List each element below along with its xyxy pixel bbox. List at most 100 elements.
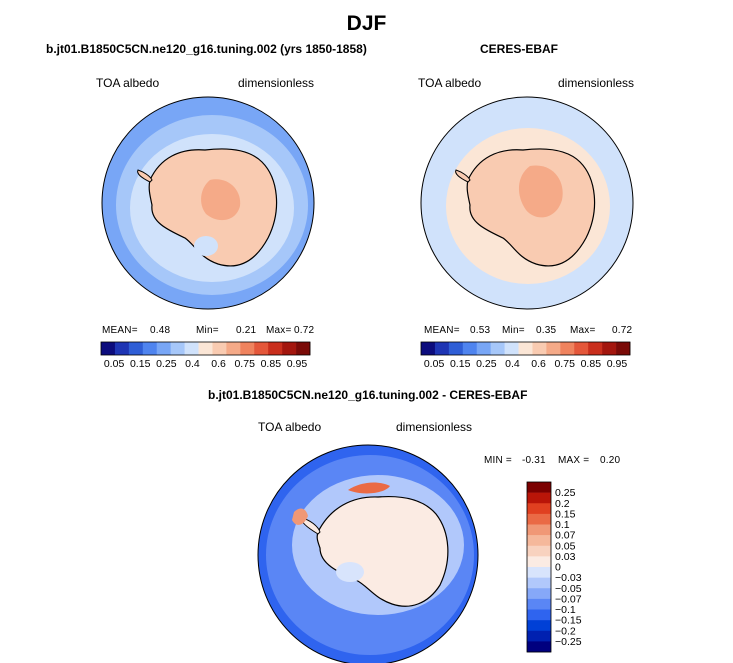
colorbar-frame bbox=[526, 481, 552, 653]
positive-anomaly-2 bbox=[292, 508, 308, 525]
ice-shelf bbox=[336, 562, 364, 582]
panel3-units-label: dimensionless bbox=[396, 420, 473, 434]
panel3-colorbar: 0.250.20.150.10.070.050.030−0.03−0.05−0.… bbox=[526, 481, 582, 653]
colorbar-tick-label: 0.4 bbox=[505, 358, 520, 370]
colorbar-tick-label: 0.4 bbox=[185, 358, 200, 370]
colorbar-swatch bbox=[282, 342, 297, 355]
panel2-title: CERES-EBAF bbox=[480, 42, 559, 56]
panel1-title: b.jt01.B1850C5CN.ne120_g16.tuning.002 (y… bbox=[46, 42, 367, 56]
colorbar-frame bbox=[100, 341, 311, 356]
colorbar-swatch bbox=[476, 342, 491, 355]
colorbar-tick-label: 0.6 bbox=[211, 358, 226, 370]
colorbar-swatch bbox=[240, 342, 255, 355]
colorbar-swatch bbox=[448, 342, 464, 355]
colorbar-tick-label: 0.95 bbox=[287, 358, 308, 370]
panel2-units-label: dimensionless bbox=[558, 76, 635, 90]
colorbar-swatch bbox=[268, 342, 283, 355]
colorbar-tick-label: 0.07 bbox=[555, 530, 576, 542]
colorbar-tick-label: 0 bbox=[555, 562, 561, 574]
colorbar-tick-label: 0.25 bbox=[476, 358, 497, 370]
colorbar-swatch bbox=[560, 342, 575, 355]
colorbar-tick-label: 0.25 bbox=[156, 358, 177, 370]
colorbar-swatch bbox=[198, 342, 213, 355]
colorbar-swatch bbox=[296, 342, 311, 355]
peninsula bbox=[455, 169, 471, 183]
colorbar-swatch bbox=[184, 342, 199, 355]
high-plateau bbox=[518, 165, 563, 218]
peninsula bbox=[137, 169, 153, 183]
colorbar-swatch bbox=[527, 598, 551, 610]
colorbar-tick-label: 0.6 bbox=[531, 358, 546, 370]
panel2-colorbar: 0.05 0.15 0.25 0.4 0.6 0.75 0.85 0.95 bbox=[420, 341, 631, 370]
colorbar-swatch bbox=[527, 609, 551, 621]
colorbar-swatch bbox=[527, 524, 551, 536]
colorbar-swatch bbox=[527, 503, 551, 515]
panel1-mean-label: MEAN= bbox=[102, 325, 138, 336]
panel1-colorbar: 0.05 0.15 0.25 0.4 0.6 0.75 0.85 0.95 bbox=[100, 341, 311, 370]
panel1-min-value: 0.21 bbox=[236, 325, 257, 336]
colorbar-swatch bbox=[527, 567, 551, 578]
panel1-variable-label: TOA albedo bbox=[96, 76, 160, 90]
colorbar-tick-label: 0.05 bbox=[424, 358, 445, 370]
colorbar-swatch bbox=[170, 342, 185, 355]
panel1-max-value: 0.72 bbox=[294, 325, 315, 336]
colorbar-tick-label: 0.05 bbox=[104, 358, 125, 370]
colorbar-swatch bbox=[490, 342, 505, 355]
positive-anomaly bbox=[348, 482, 390, 494]
colorbar-swatch bbox=[518, 342, 533, 355]
colorbar-swatch bbox=[128, 342, 144, 355]
colorbar-tick-label: 0.15 bbox=[130, 358, 151, 370]
panel2-mean-value: 0.53 bbox=[470, 325, 491, 336]
colorbar-swatch bbox=[588, 342, 603, 355]
high-plateau bbox=[201, 179, 241, 221]
colorbar-swatch bbox=[114, 342, 130, 355]
ice-shelf bbox=[194, 236, 218, 256]
panel1-max-label: Max= bbox=[266, 325, 292, 336]
colorbar-tick-label: 0.05 bbox=[555, 540, 576, 552]
panel2-min-label: Min= bbox=[502, 325, 525, 336]
colorbar-tick-label: 0.15 bbox=[555, 508, 576, 520]
colorbar-tick-label: 0.95 bbox=[607, 358, 628, 370]
colorbar-swatch bbox=[527, 535, 551, 547]
colorbar-tick-label: −0.2 bbox=[555, 625, 576, 637]
colorbar-swatch bbox=[574, 342, 589, 355]
colorbar-swatch bbox=[212, 342, 227, 355]
colorbar-swatch bbox=[421, 342, 436, 355]
panel2-mean-label: MEAN= bbox=[424, 325, 460, 336]
panel3-max-label: MAX = bbox=[558, 455, 590, 466]
panel2-variable-label: TOA albedo bbox=[418, 76, 482, 90]
colorbar-frame bbox=[420, 341, 631, 356]
panel1-min-label: Min= bbox=[196, 325, 219, 336]
panel3-title: b.jt01.B1850C5CN.ne120_g16.tuning.002 - … bbox=[208, 388, 528, 402]
colorbar-swatch bbox=[226, 342, 241, 355]
colorbar-tick-label: −0.03 bbox=[555, 572, 582, 584]
panel2-min-value: 0.35 bbox=[536, 325, 557, 336]
panel2-max-label: Max= bbox=[570, 325, 596, 336]
colorbar-tick-label: 0.03 bbox=[555, 551, 576, 563]
colorbar-swatch bbox=[101, 342, 116, 355]
colorbar-swatch bbox=[546, 342, 561, 355]
colorbar-swatch bbox=[527, 641, 551, 653]
panel3-min-value: -0.31 bbox=[522, 455, 546, 466]
panel3-max-value: 0.20 bbox=[600, 455, 621, 466]
colorbar-tick-label: 0.75 bbox=[554, 358, 575, 370]
colorbar-swatch bbox=[527, 620, 551, 632]
colorbar-swatch bbox=[527, 588, 551, 600]
colorbar-swatch bbox=[462, 342, 478, 355]
colorbar-tick-label: −0.07 bbox=[555, 593, 582, 605]
colorbar-tick-label: 0.85 bbox=[581, 358, 602, 370]
colorbar-swatch bbox=[156, 342, 171, 355]
panel3-min-label: MIN = bbox=[484, 455, 512, 466]
colorbar-tick-label: 0.75 bbox=[234, 358, 255, 370]
colorbar-tick-label: −0.25 bbox=[555, 636, 582, 648]
colorbar-tick-label: 0.2 bbox=[555, 498, 570, 510]
colorbar-swatch bbox=[527, 577, 551, 589]
panel1-mean-value: 0.48 bbox=[150, 325, 171, 336]
colorbar-swatch bbox=[142, 342, 158, 355]
colorbar-swatch bbox=[504, 342, 519, 355]
colorbar-tick-label: 0.25 bbox=[555, 487, 576, 499]
colorbar-swatch bbox=[527, 630, 551, 642]
